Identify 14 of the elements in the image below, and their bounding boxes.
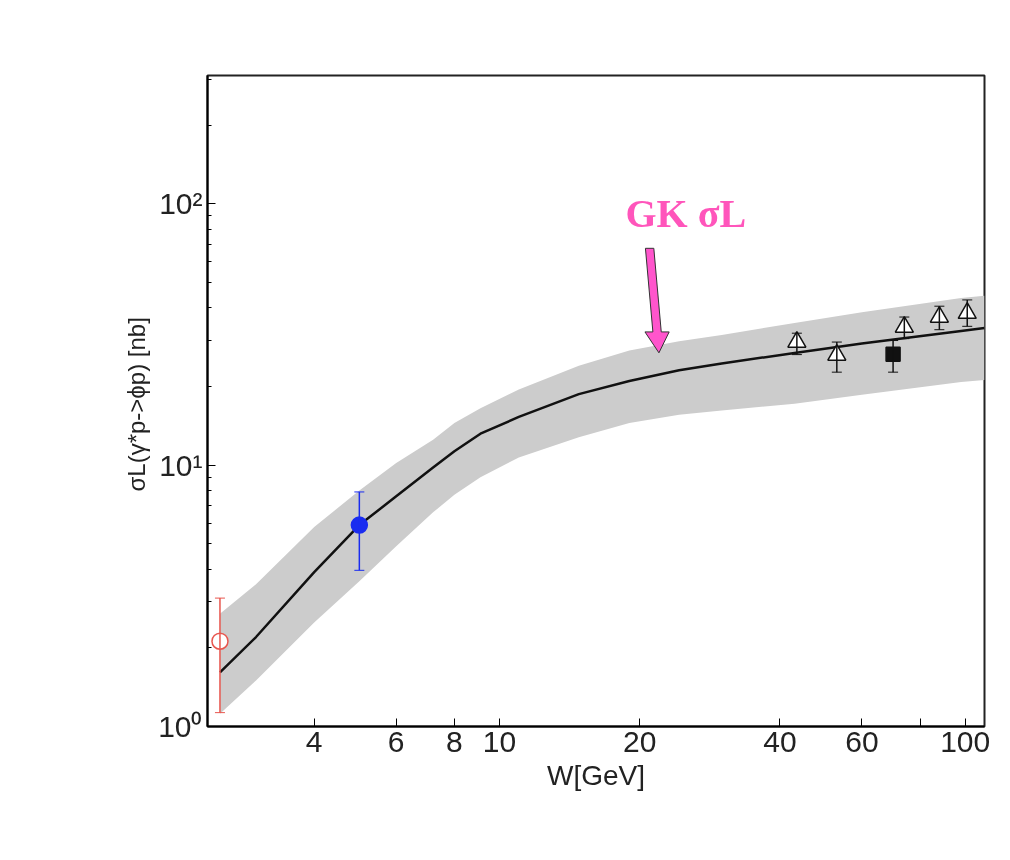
annotation: GK σL [625, 190, 747, 236]
y-tick-label: 10² [159, 187, 203, 221]
y-tick-label: 10¹ [159, 448, 203, 482]
x-axis-title: W[GeV] [546, 759, 646, 791]
x-tick-label: 6 [387, 724, 405, 758]
x-tick-label: 4 [305, 724, 323, 758]
x-tick-label: 60 [845, 724, 879, 758]
x-tick-label: 40 [763, 724, 797, 758]
x-tick-label: 100 [940, 724, 991, 758]
x-tick-label: 10 [482, 724, 517, 758]
x-tick-label: 8 [446, 724, 463, 758]
x-tick-label: 20 [623, 724, 657, 758]
y-tick-label: 10⁰ [158, 710, 203, 743]
y-axis-title: σL(γ*p->ϕp) [nb] [123, 317, 151, 492]
